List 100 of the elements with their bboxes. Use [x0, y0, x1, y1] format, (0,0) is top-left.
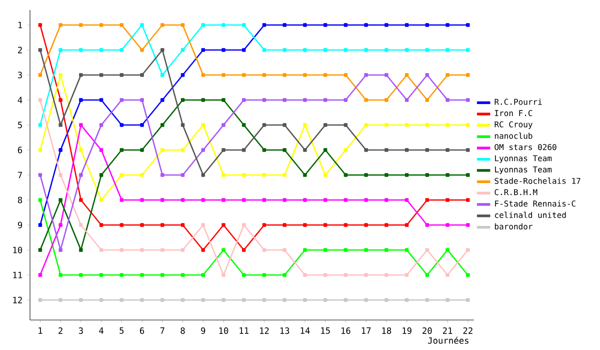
x-tick-label: 15 — [321, 327, 330, 334]
point — [262, 223, 266, 227]
point — [364, 198, 368, 202]
legend-label: barondor — [494, 223, 532, 230]
point — [242, 273, 246, 277]
point — [180, 223, 185, 227]
point — [140, 98, 144, 102]
point — [222, 248, 226, 252]
point — [222, 198, 226, 202]
point — [364, 98, 368, 102]
point — [79, 248, 83, 252]
y-tick-label: 3 — [18, 72, 22, 78]
point — [466, 298, 470, 302]
point — [180, 148, 185, 152]
point — [384, 248, 388, 252]
point — [364, 248, 368, 252]
legend-label: Stade-Rochelais 17 — [494, 178, 580, 184]
point — [466, 148, 470, 152]
point — [344, 273, 348, 277]
point — [180, 48, 185, 52]
point — [222, 98, 226, 102]
point — [242, 123, 246, 127]
x-tick-label: 20 — [422, 327, 432, 334]
point — [58, 248, 62, 252]
point — [99, 23, 104, 27]
point — [282, 48, 286, 52]
point — [384, 273, 388, 277]
point — [99, 248, 104, 252]
point — [404, 273, 409, 277]
point — [384, 298, 388, 302]
point — [58, 23, 62, 27]
point — [120, 273, 124, 277]
point — [222, 273, 226, 277]
point — [323, 173, 328, 177]
point — [384, 148, 388, 152]
point — [58, 98, 62, 102]
point — [425, 273, 430, 277]
x-tick-label: 13 — [280, 327, 290, 334]
x-tick-label: 4 — [99, 327, 104, 334]
point — [282, 123, 286, 127]
legend-label: RC Crouy — [494, 121, 532, 129]
x-tick-label: 14 — [300, 327, 310, 334]
point — [140, 48, 144, 52]
x-tick-label: 12 — [260, 327, 269, 334]
point — [140, 223, 144, 227]
point — [79, 23, 83, 27]
point — [404, 148, 409, 152]
point — [38, 273, 42, 277]
point — [120, 23, 124, 27]
point — [262, 198, 266, 202]
point — [404, 23, 409, 27]
y-tick-label: 2 — [18, 46, 22, 54]
point — [201, 73, 205, 77]
point — [160, 223, 164, 227]
point — [262, 23, 266, 27]
point — [425, 98, 430, 102]
point — [99, 48, 104, 52]
point — [446, 48, 450, 52]
x-tick-label: 11 — [240, 327, 248, 334]
x-tick-label: 5 — [120, 327, 124, 334]
point — [180, 273, 185, 277]
point — [404, 73, 409, 77]
point — [160, 123, 164, 127]
point — [446, 198, 450, 202]
y-tick-label: 5 — [18, 122, 22, 128]
y-tick-label: 12 — [13, 296, 22, 304]
point — [99, 273, 104, 277]
point — [303, 148, 307, 152]
point — [58, 198, 62, 202]
point — [160, 48, 164, 52]
point — [140, 73, 144, 77]
point — [140, 198, 144, 202]
x-tick-label: 19 — [402, 327, 412, 334]
point — [242, 198, 246, 202]
point — [201, 298, 205, 302]
point — [160, 148, 164, 152]
point — [180, 98, 185, 102]
point — [180, 73, 185, 77]
point — [404, 198, 409, 202]
legend-label: F-Stade Rennais-C — [495, 200, 576, 207]
point — [79, 148, 83, 152]
point — [344, 173, 348, 177]
point — [364, 73, 368, 77]
point — [364, 298, 368, 302]
point — [79, 298, 83, 302]
point — [323, 298, 328, 302]
point — [242, 98, 246, 102]
point — [384, 98, 388, 102]
point — [38, 123, 42, 127]
point — [364, 23, 368, 27]
point — [323, 123, 328, 127]
point — [425, 48, 430, 52]
x-tick-label: 18 — [382, 327, 392, 334]
point — [242, 298, 246, 302]
point — [180, 198, 185, 202]
y-tick-label: 8 — [18, 196, 22, 204]
point — [99, 223, 104, 227]
x-tick-label: 17 — [362, 327, 371, 334]
point — [38, 248, 42, 252]
point — [262, 173, 266, 177]
